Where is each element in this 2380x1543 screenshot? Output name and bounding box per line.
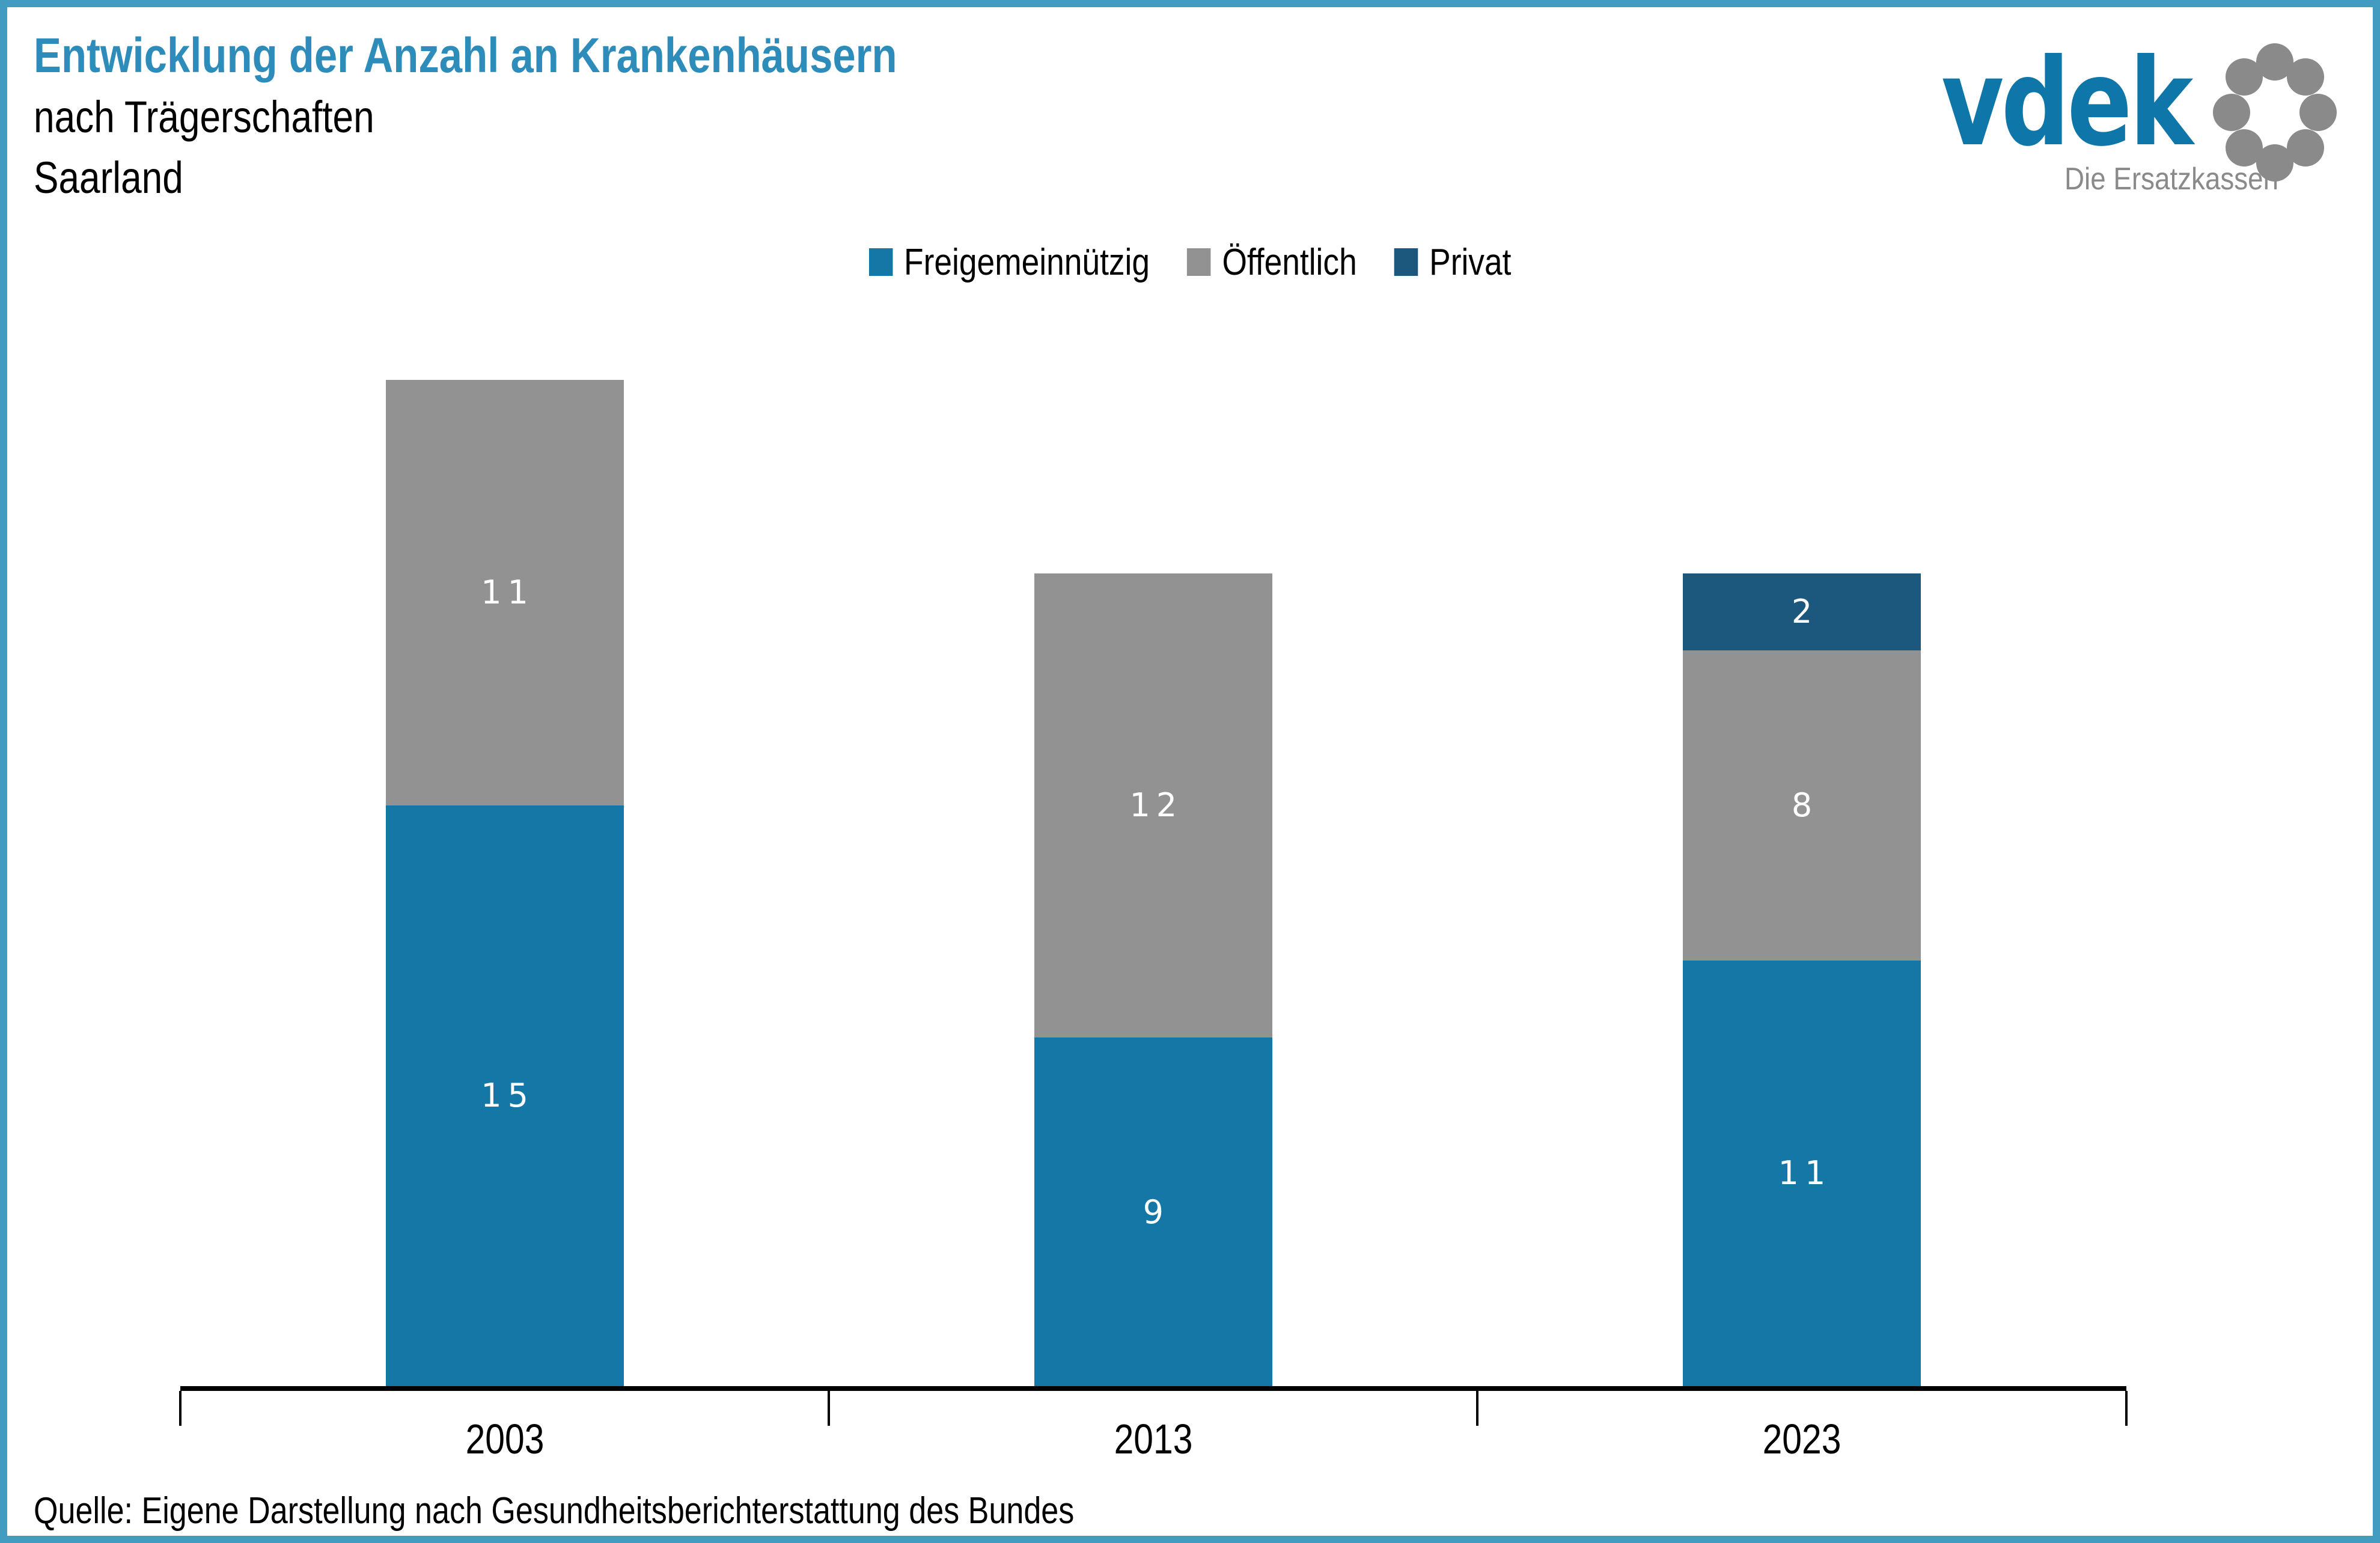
stacked-bar-2013: 12 9 bbox=[1034, 573, 1272, 1386]
bar-segment-freigemeinnuetzig: 11 bbox=[1683, 960, 1921, 1386]
x-axis-tick bbox=[828, 1391, 831, 1426]
vdek-logo: vdek Die Ersatzkassen bbox=[1941, 43, 2356, 203]
bar-value-label: 8 bbox=[1791, 786, 1819, 825]
bar-value-label: 15 bbox=[481, 1077, 534, 1115]
x-axis-label: 2023 bbox=[1762, 1416, 1841, 1462]
stacked-bar-2003: 11 15 bbox=[385, 379, 624, 1386]
source-note: Quelle: Eigene Darstellung nach Gesundhe… bbox=[34, 1490, 1075, 1532]
x-axis-tick bbox=[179, 1391, 182, 1426]
x-axis-line bbox=[180, 1386, 2126, 1391]
vdek-tagline: Die Ersatzkassen bbox=[2064, 162, 2279, 197]
legend-item-privat: Privat bbox=[1394, 241, 1512, 284]
legend-label: Privat bbox=[1429, 241, 1512, 283]
legend-swatch-icon bbox=[1186, 248, 1211, 276]
legend-item-oeffentlich: Öffentlich bbox=[1186, 241, 1357, 284]
bar-value-label: 12 bbox=[1129, 786, 1183, 825]
bar-value-label: 2 bbox=[1791, 593, 1819, 631]
vdek-ring-icon bbox=[2213, 43, 2337, 182]
chart-subtitle: nach Trägerschaften bbox=[34, 92, 374, 142]
x-axis-label: 2003 bbox=[465, 1416, 545, 1462]
bar-value-label: 11 bbox=[1778, 1154, 1832, 1193]
bar-segment-freigemeinnuetzig: 15 bbox=[385, 805, 624, 1386]
chart-title: Entwicklung der Anzahl an Krankenhäusern bbox=[34, 28, 897, 83]
title-block: Entwicklung der Anzahl an Krankenhäusern… bbox=[34, 25, 897, 208]
x-axis-label: 2013 bbox=[1114, 1416, 1193, 1462]
bar-segment-freigemeinnuetzig: 9 bbox=[1034, 1037, 1272, 1386]
bar-value-label: 9 bbox=[1143, 1193, 1170, 1231]
stacked-bar-2023: 2 8 11 bbox=[1683, 573, 1921, 1386]
bar-value-label: 11 bbox=[481, 573, 534, 612]
bar-segment-privat: 2 bbox=[1683, 573, 1921, 651]
legend-swatch-icon bbox=[1394, 248, 1418, 276]
vdek-wordmark: vdek bbox=[1941, 33, 2193, 173]
legend-item-freigemeinnuetzig: Freigemeinnützig bbox=[868, 241, 1150, 284]
legend-label: Freigemeinnützig bbox=[904, 241, 1150, 283]
chart-legend: Freigemeinnützig Öffentlich Privat bbox=[173, 241, 2208, 284]
x-axis-tick bbox=[2125, 1391, 2128, 1426]
bar-segment-oeffentlich: 11 bbox=[385, 379, 624, 805]
legend-label: Öffentlich bbox=[1222, 241, 1357, 283]
x-axis-tick bbox=[1476, 1391, 1479, 1426]
bar-segment-oeffentlich: 8 bbox=[1683, 650, 1921, 961]
chart-region-label: Saarland bbox=[34, 153, 183, 203]
bar-segment-oeffentlich: 12 bbox=[1034, 573, 1272, 1038]
legend-swatch-icon bbox=[868, 248, 893, 276]
